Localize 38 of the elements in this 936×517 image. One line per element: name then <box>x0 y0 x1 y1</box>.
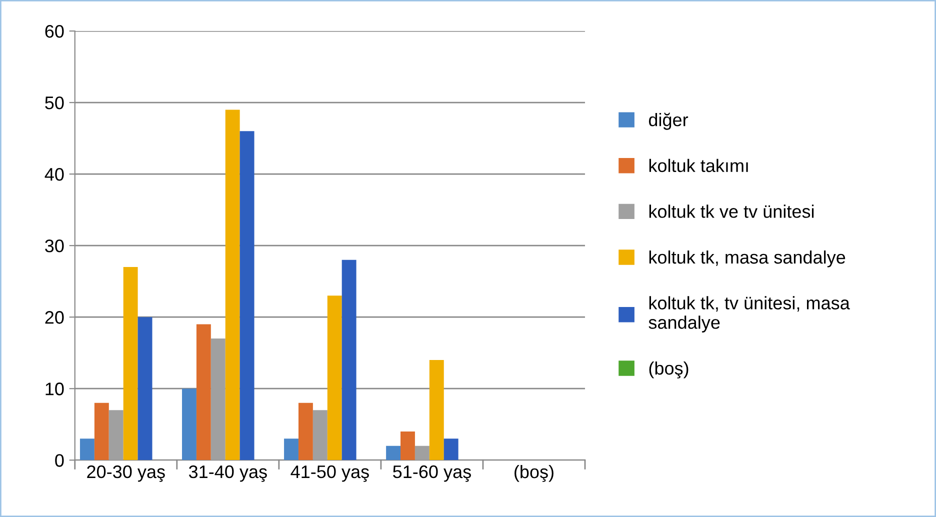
legend-label: diğer <box>648 112 688 130</box>
bar <box>210 338 226 460</box>
bar <box>284 438 298 460</box>
y-tick-label: 30 <box>45 240 64 252</box>
bar <box>312 410 328 460</box>
bar <box>429 360 444 460</box>
y-tick-label: 20 <box>45 311 64 324</box>
bar <box>108 410 124 460</box>
legend-label: koltuk takımı <box>649 158 748 172</box>
bar <box>298 402 313 460</box>
legend-label: (boş) <box>649 361 688 378</box>
bar <box>444 438 458 460</box>
bar <box>225 110 240 460</box>
y-tick-label: 10 <box>46 382 64 396</box>
bar <box>138 317 152 460</box>
y-tick-label: 50 <box>45 96 64 110</box>
y-tick-label: 0 <box>55 454 64 467</box>
y-tick-label: 40 <box>44 168 64 181</box>
bar <box>342 260 356 460</box>
x-tick-label: 20-30 yaş <box>87 465 165 482</box>
bar <box>240 131 254 460</box>
y-tick-label: 60 <box>45 24 64 38</box>
legend-label: koltuk tk, masa sandalye <box>649 250 846 268</box>
legend-label: koltuk tk ve tv ünitesi <box>649 204 814 218</box>
bar <box>414 446 430 460</box>
bar <box>123 267 138 460</box>
bar <box>400 432 415 460</box>
bar <box>386 446 401 460</box>
bar <box>94 402 109 460</box>
bar <box>80 438 94 460</box>
x-tick-label: 51-60 yaş <box>393 465 471 482</box>
bar <box>327 296 342 460</box>
bar <box>196 324 211 460</box>
bar <box>182 388 196 460</box>
x-tick-label: (boş) <box>514 464 554 482</box>
x-tick-label: 31-40 yaş <box>188 465 267 482</box>
legend-label: koltuk tk, tv ünitesi, masa sandalye <box>648 296 850 332</box>
x-tick-label: 41-50 yaş <box>290 465 369 482</box>
